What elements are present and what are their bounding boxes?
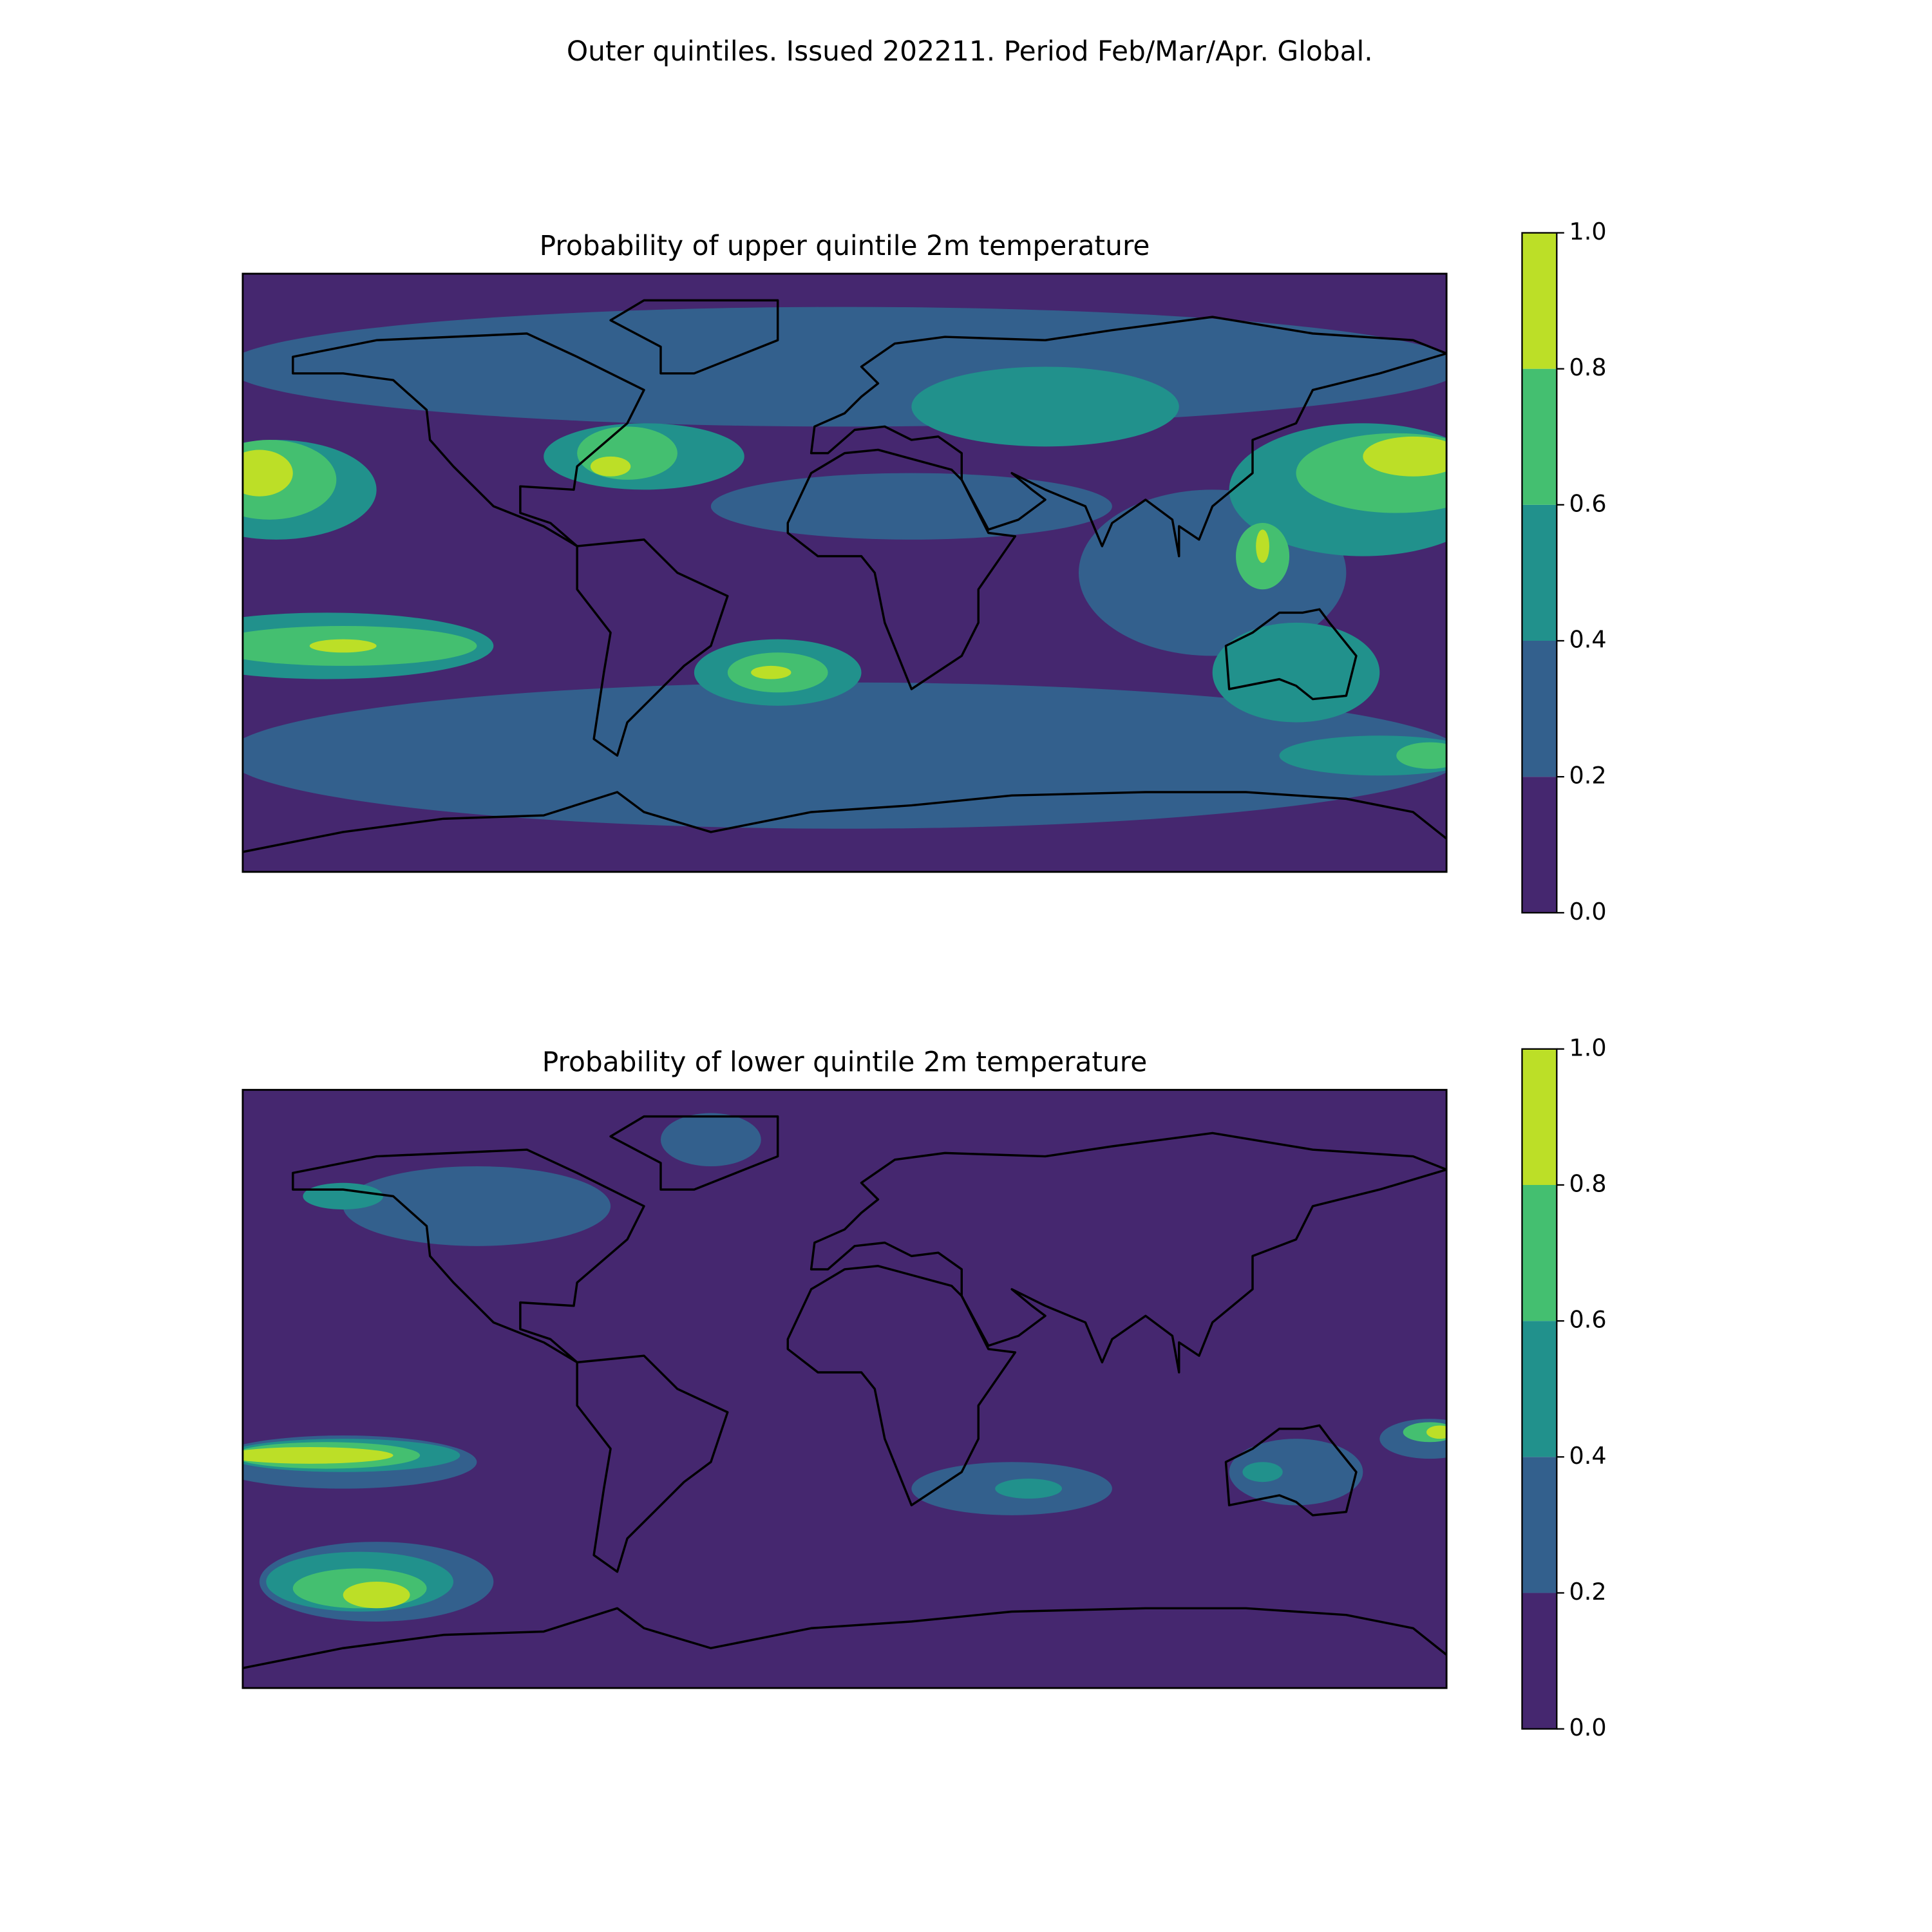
colorbar-tick-label: 0.0 [1569,898,1607,925]
contour-fill [343,1582,410,1609]
colorbar-tick-label: 0.8 [1569,354,1607,381]
colorbar-tick-label: 1.0 [1569,1034,1607,1061]
contour-fill [1242,1462,1283,1482]
contour-fill [710,473,1112,540]
colorbar-tick-label: 0.4 [1569,626,1607,654]
contour-fill [660,1113,761,1166]
panel-title: Probability of upper quintile 2m tempera… [540,230,1150,261]
map-frame [242,272,1448,873]
colorbar-frame [1521,232,1558,914]
colorbar-tick-label: 0.8 [1569,1170,1607,1198]
colorbar-band [1522,1457,1557,1593]
colorbar-frame [1521,1048,1558,1730]
contour-fill [995,1479,1063,1499]
coastline [576,1354,729,1573]
map-frame [242,1088,1448,1689]
contour-fill [242,450,293,497]
coastline [810,1132,1447,1374]
colorbar-tick-label: 0.2 [1569,762,1607,790]
figure-title: Outer quintiles. Issued 202211. Period F… [567,35,1373,67]
colorbar-band [1522,368,1557,505]
contour-fill [1256,529,1269,563]
colorbar-band [1522,504,1557,641]
contour-fill [1396,742,1447,769]
contour-fill [911,366,1179,447]
contour-fill [590,456,631,477]
colorbar-band [1522,1048,1557,1185]
coastline [242,791,1447,853]
colorbar-tick-label: 0.2 [1569,1578,1607,1605]
colorbar-tick-label: 0.0 [1569,1714,1607,1741]
contour-fill [309,639,377,653]
contour-fill [303,1182,384,1210]
map [242,1090,1447,1689]
coastline [786,1265,1017,1507]
colorbar-band [1522,1593,1557,1729]
coastline [609,1115,779,1191]
colorbar-tick-label: 0.6 [1569,489,1607,517]
contour-fill [1212,622,1380,723]
coastline [576,538,729,757]
contour-fill [751,665,791,679]
coastline [786,448,1017,690]
contour-fill [242,307,1447,427]
colorbar-tick-label: 0.4 [1569,1442,1607,1470]
colorbar-tick-label: 0.6 [1569,1306,1607,1334]
coastline [292,1148,645,1364]
contour-fill [1279,735,1447,776]
contour-fill [1363,436,1447,477]
colorbar-band [1522,232,1557,369]
colorbar-band [1522,777,1557,913]
colorbar-band [1522,641,1557,777]
contour-fill [343,1166,611,1246]
coastline [1224,608,1358,701]
contour-fill [242,1447,393,1464]
colorbar-band [1522,1185,1557,1321]
coastline [242,1607,1447,1669]
colorbar-band [1522,1321,1557,1457]
contour-fill [1229,1439,1363,1506]
coastline [609,299,779,375]
coastline [1224,1424,1358,1517]
coastline [810,316,1447,558]
contour-fill [1426,1425,1447,1439]
coastline [292,332,645,547]
map [242,274,1447,872]
colorbar-tick-label: 1.0 [1569,218,1607,245]
panel-title: Probability of lower quintile 2m tempera… [542,1046,1148,1077]
